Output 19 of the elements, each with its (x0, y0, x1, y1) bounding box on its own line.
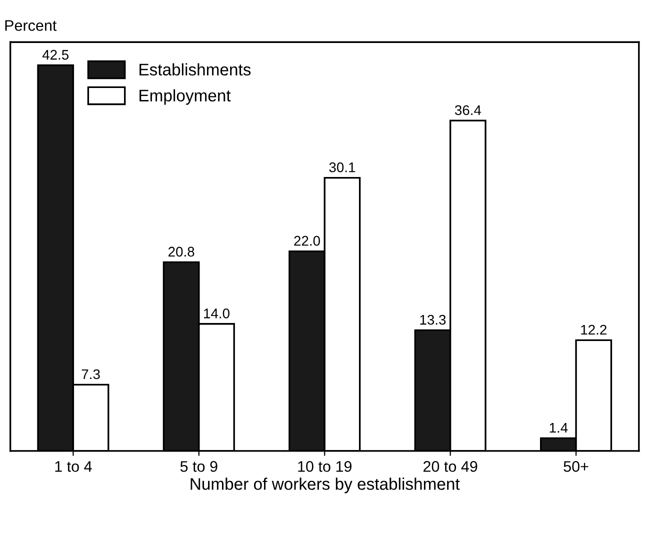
x-axis-title: Number of workers by establishment (190, 478, 460, 494)
y-axis-title: Percent (5, 20, 57, 31)
legend-label: Employment (140, 89, 231, 105)
x-tick-label: 5 to 9 (180, 461, 218, 472)
data-label: 13.3 (420, 314, 446, 325)
data-label: 22.0 (294, 236, 320, 246)
data-label: 20.8 (168, 246, 194, 257)
x-tick-label: 50+ (564, 461, 588, 472)
data-label: 12.2 (581, 324, 606, 335)
x-tick-label: 10 to 19 (298, 461, 352, 472)
data-label: 14.0 (204, 308, 230, 318)
data-label: 7.3 (82, 369, 100, 380)
x-tick-label: 1 to 4 (55, 461, 92, 472)
data-label: 36.4 (454, 105, 482, 116)
x-tick-label: 20 to 49 (423, 461, 478, 472)
legend-label: Establishments (140, 63, 251, 76)
data-label: 42.5 (42, 50, 69, 60)
data-label: 30.1 (329, 162, 356, 172)
data-label: 1.4 (550, 423, 568, 433)
